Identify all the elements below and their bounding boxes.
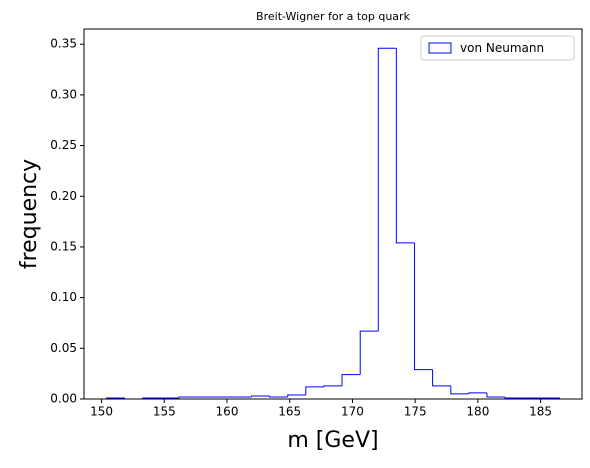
histogram-bin xyxy=(377,47,397,332)
y-tick-label: 0.15 xyxy=(50,239,77,253)
legend-label: von Neumann xyxy=(460,41,544,55)
histogram-bin xyxy=(305,386,324,395)
histogram-bin xyxy=(432,369,451,387)
y-tick-label: 0.00 xyxy=(50,392,77,406)
y-tick-label: 0.10 xyxy=(50,290,77,304)
histogram-bin xyxy=(250,395,270,397)
histogram-bin xyxy=(486,392,506,398)
histogram-bin xyxy=(450,385,469,395)
chart-title: Breit-Wigner for a top quark xyxy=(256,10,411,23)
histogram-bin xyxy=(178,396,198,398)
y-axis-label: frequency xyxy=(17,159,42,269)
histogram-bin xyxy=(504,396,524,399)
x-tick-label: 160 xyxy=(216,405,239,419)
histogram-bin xyxy=(468,392,487,394)
x-tick-label: 180 xyxy=(466,405,489,419)
plot-frame xyxy=(83,28,583,400)
x-tick-label: 155 xyxy=(153,405,176,419)
legend-box xyxy=(420,35,575,61)
legend-swatch xyxy=(428,42,452,54)
histogram-bin xyxy=(341,374,361,386)
y-tick-label: 0.35 xyxy=(50,37,77,51)
y-tick-label: 0.20 xyxy=(50,189,77,203)
y-tick-label: 0.25 xyxy=(50,138,77,152)
y-tick-label: 0.05 xyxy=(50,341,77,355)
legend: von Neumann xyxy=(420,35,575,61)
histogram-bin xyxy=(359,330,379,375)
x-tick-label: 175 xyxy=(404,405,427,419)
x-tick-label: 165 xyxy=(278,405,301,419)
x-tick-label: 150 xyxy=(90,405,113,419)
histogram-bin xyxy=(395,48,415,244)
histogram-bin xyxy=(323,385,343,387)
x-axis-label: m [GeV] xyxy=(287,428,378,453)
histogram-bin xyxy=(414,242,433,371)
histogram-bin xyxy=(287,394,306,397)
x-tick-label: 185 xyxy=(529,405,552,419)
histogram-bin xyxy=(269,395,288,398)
x-tick-label: 170 xyxy=(341,405,364,419)
y-tick-label: 0.30 xyxy=(50,87,77,101)
